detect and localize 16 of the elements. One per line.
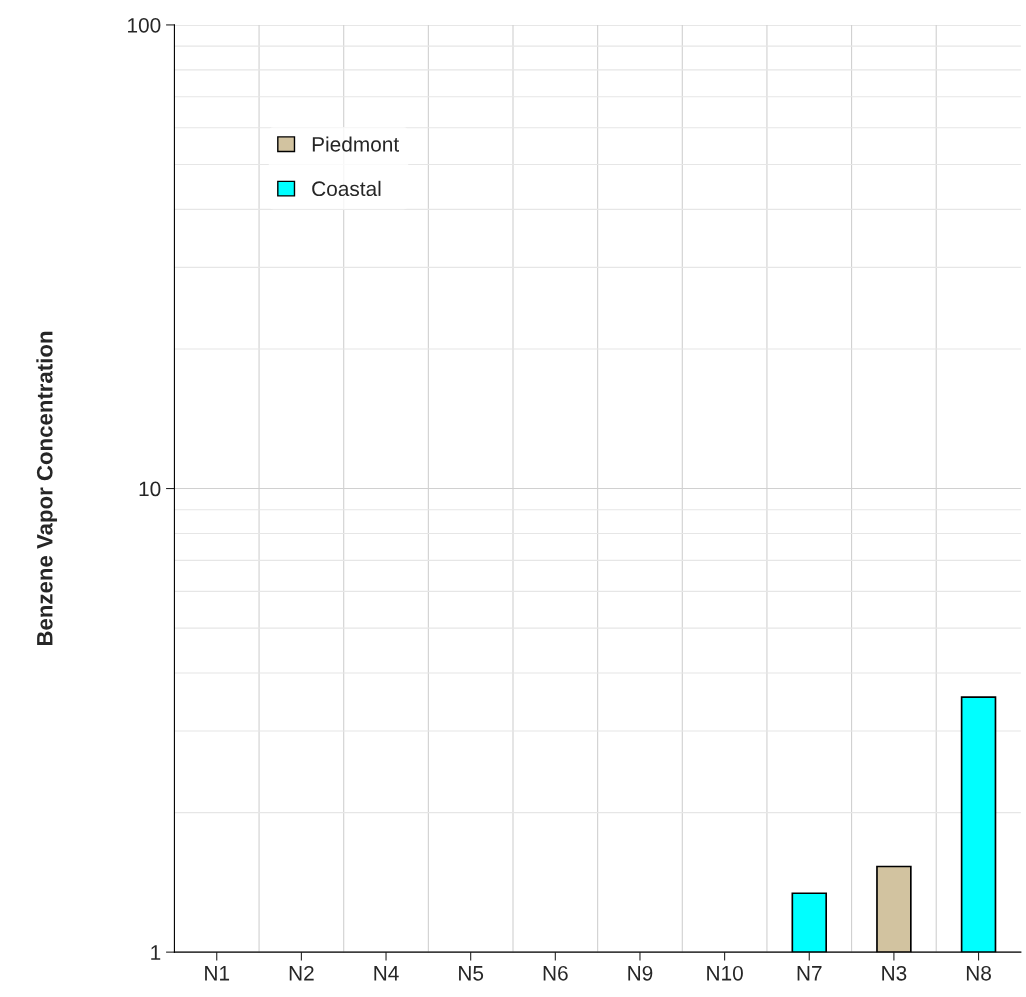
legend-label: Piedmont bbox=[312, 136, 400, 152]
y-tick-label: 1 bbox=[151, 945, 161, 960]
x-tick-label: N6 bbox=[543, 965, 568, 981]
x-tick-label: N3 bbox=[882, 965, 907, 981]
x-tick-label: N2 bbox=[289, 965, 314, 981]
y-tick-label: 100 bbox=[128, 17, 161, 33]
x-tick-label: N9 bbox=[628, 965, 653, 981]
x-tick-label: N8 bbox=[966, 965, 991, 981]
x-tick-label: N10 bbox=[707, 965, 743, 981]
x-tick-label: N5 bbox=[459, 966, 484, 981]
x-tick-label: N4 bbox=[374, 966, 399, 981]
x-tick-label: N1 bbox=[205, 966, 230, 981]
y-axis-title: Benzene Vapor Concentration bbox=[36, 331, 58, 646]
legend-label: Coastal bbox=[312, 180, 381, 197]
x-tick-label: N7 bbox=[797, 966, 822, 981]
y-tick-label: 10 bbox=[139, 481, 161, 497]
